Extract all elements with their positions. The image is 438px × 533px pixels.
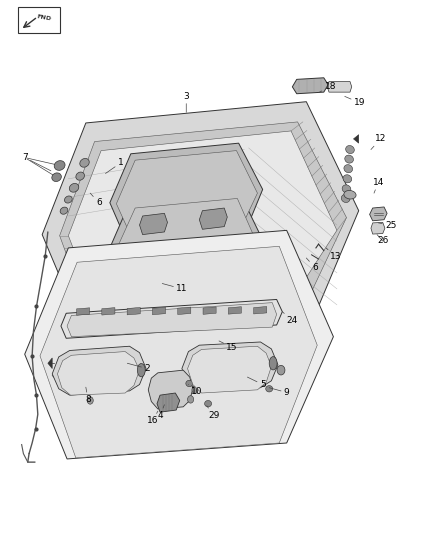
Polygon shape [371, 222, 385, 234]
Text: 7: 7 [22, 153, 51, 171]
Polygon shape [147, 245, 191, 275]
Polygon shape [102, 308, 115, 315]
Polygon shape [140, 213, 167, 235]
Text: 15: 15 [219, 341, 238, 352]
Text: 19: 19 [345, 96, 365, 107]
Ellipse shape [76, 172, 85, 180]
Text: 5: 5 [247, 377, 265, 389]
Text: 16: 16 [147, 411, 159, 425]
Polygon shape [196, 255, 233, 277]
Ellipse shape [192, 386, 198, 393]
Polygon shape [40, 246, 317, 458]
Text: FND: FND [36, 14, 51, 21]
Polygon shape [110, 193, 263, 297]
Ellipse shape [244, 372, 251, 378]
Text: 18: 18 [319, 82, 336, 92]
Text: 8: 8 [85, 387, 91, 404]
Ellipse shape [344, 165, 353, 173]
Polygon shape [152, 307, 166, 314]
Ellipse shape [52, 173, 61, 182]
Ellipse shape [64, 196, 72, 203]
Polygon shape [199, 208, 227, 229]
Text: 9: 9 [269, 387, 290, 397]
Polygon shape [60, 122, 346, 328]
Ellipse shape [60, 207, 68, 214]
Ellipse shape [54, 160, 65, 171]
Polygon shape [292, 78, 328, 94]
Text: 10: 10 [188, 384, 203, 396]
Ellipse shape [346, 146, 354, 154]
Polygon shape [48, 358, 52, 368]
Ellipse shape [343, 175, 352, 183]
Polygon shape [254, 306, 267, 314]
Polygon shape [25, 230, 333, 459]
Polygon shape [52, 346, 146, 395]
Polygon shape [370, 207, 387, 221]
Text: 24: 24 [283, 312, 298, 325]
Polygon shape [117, 198, 258, 293]
Polygon shape [61, 300, 283, 338]
Text: 3: 3 [184, 92, 189, 112]
Text: 6: 6 [306, 258, 318, 272]
Polygon shape [228, 306, 241, 314]
Polygon shape [77, 308, 90, 315]
Ellipse shape [186, 380, 193, 386]
Ellipse shape [69, 183, 79, 192]
Polygon shape [117, 151, 258, 245]
Text: 26: 26 [377, 235, 389, 246]
Ellipse shape [205, 400, 212, 407]
Polygon shape [148, 370, 193, 409]
Text: 12: 12 [371, 134, 386, 150]
Polygon shape [187, 346, 272, 393]
Polygon shape [42, 102, 359, 338]
Polygon shape [57, 352, 140, 395]
Ellipse shape [83, 386, 89, 393]
Polygon shape [127, 308, 140, 315]
Ellipse shape [342, 185, 351, 193]
Text: 25: 25 [378, 221, 396, 230]
Polygon shape [327, 82, 352, 92]
Ellipse shape [187, 395, 194, 403]
Ellipse shape [138, 364, 145, 377]
Text: 2: 2 [127, 364, 150, 373]
Polygon shape [178, 307, 191, 314]
Text: 11: 11 [162, 284, 187, 293]
Polygon shape [182, 342, 278, 390]
Text: 29: 29 [207, 406, 219, 420]
Ellipse shape [80, 158, 89, 167]
Ellipse shape [266, 385, 273, 392]
Polygon shape [353, 135, 359, 143]
Ellipse shape [344, 190, 356, 199]
Text: 1: 1 [106, 158, 124, 173]
Polygon shape [68, 131, 337, 319]
Polygon shape [110, 143, 263, 248]
Ellipse shape [277, 366, 285, 375]
Ellipse shape [341, 195, 350, 203]
Text: 4: 4 [157, 405, 164, 420]
Polygon shape [157, 393, 180, 412]
Text: 6: 6 [90, 193, 102, 207]
Ellipse shape [87, 397, 93, 404]
Text: 14: 14 [373, 178, 384, 193]
Text: 13: 13 [326, 248, 342, 261]
Ellipse shape [345, 155, 353, 163]
Ellipse shape [269, 357, 277, 370]
Polygon shape [203, 307, 216, 314]
Polygon shape [67, 303, 277, 337]
